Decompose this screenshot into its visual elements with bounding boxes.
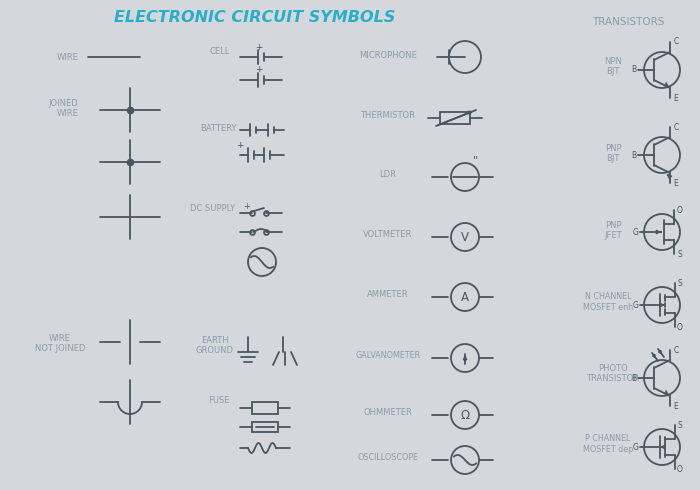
Text: BJT: BJT bbox=[606, 68, 620, 76]
Text: WIRE: WIRE bbox=[49, 334, 71, 343]
Text: +: + bbox=[256, 66, 262, 74]
Text: GROUND: GROUND bbox=[196, 345, 234, 354]
Text: OSCILLOSCOPE: OSCILLOSCOPE bbox=[358, 452, 419, 462]
Text: +: + bbox=[256, 44, 262, 52]
Text: PNP: PNP bbox=[605, 220, 622, 229]
Text: S: S bbox=[678, 278, 682, 288]
Text: G: G bbox=[633, 300, 639, 310]
Text: MICROPHONE: MICROPHONE bbox=[359, 50, 417, 59]
Text: VOLTMETER: VOLTMETER bbox=[363, 229, 413, 239]
Text: MOSFET dep: MOSFET dep bbox=[583, 444, 634, 454]
Text: EARTH: EARTH bbox=[201, 336, 229, 344]
Text: A: A bbox=[461, 291, 469, 303]
Text: ELECTRONIC CIRCUIT SYMBOLS: ELECTRONIC CIRCUIT SYMBOLS bbox=[114, 10, 395, 25]
Text: C: C bbox=[673, 345, 678, 354]
Text: TRANSISTORS: TRANSISTORS bbox=[592, 17, 664, 27]
Text: TRANSISTOR: TRANSISTOR bbox=[587, 373, 640, 383]
Text: C: C bbox=[673, 122, 678, 131]
Bar bbox=[252, 422, 278, 432]
Text: NOT JOINED: NOT JOINED bbox=[35, 343, 85, 352]
Text: BATTERY: BATTERY bbox=[199, 123, 237, 132]
Text: V: V bbox=[461, 230, 469, 244]
Text: E: E bbox=[673, 94, 678, 102]
Text: O: O bbox=[677, 205, 683, 215]
Text: C: C bbox=[673, 38, 678, 47]
Text: LDR: LDR bbox=[379, 170, 396, 178]
Text: O: O bbox=[677, 465, 683, 473]
Text: B: B bbox=[631, 66, 636, 74]
Text: WIRE: WIRE bbox=[57, 52, 79, 62]
Text: S: S bbox=[678, 249, 682, 259]
Text: MOSFET enh: MOSFET enh bbox=[583, 302, 633, 312]
Text: WIRE: WIRE bbox=[57, 108, 79, 118]
Text: PHOTO: PHOTO bbox=[598, 364, 628, 372]
Text: ": " bbox=[473, 155, 477, 165]
Text: E: E bbox=[673, 178, 678, 188]
Bar bbox=[440, 112, 470, 124]
Text: DC SUPPLY: DC SUPPLY bbox=[190, 203, 236, 213]
Text: THERMISTOR: THERMISTOR bbox=[360, 111, 416, 120]
Text: OHMMETER: OHMMETER bbox=[363, 408, 412, 416]
Text: O: O bbox=[677, 322, 683, 332]
Text: E: E bbox=[673, 401, 678, 411]
Text: B: B bbox=[631, 150, 636, 160]
Text: +: + bbox=[237, 141, 244, 149]
Text: JOINED: JOINED bbox=[48, 98, 78, 107]
Text: PNP: PNP bbox=[605, 144, 622, 152]
Text: Ω: Ω bbox=[461, 409, 470, 421]
Text: FUSE: FUSE bbox=[209, 395, 230, 405]
Text: N CHANNEL: N CHANNEL bbox=[584, 292, 631, 300]
Text: NPN: NPN bbox=[604, 57, 622, 67]
Text: +: + bbox=[244, 201, 251, 211]
Text: S: S bbox=[678, 420, 682, 430]
Text: CELL: CELL bbox=[210, 48, 230, 56]
Text: GALVANOMETER: GALVANOMETER bbox=[356, 350, 421, 360]
Text: G: G bbox=[633, 227, 639, 237]
Text: AMMETER: AMMETER bbox=[368, 290, 409, 298]
Text: P CHANNEL: P CHANNEL bbox=[585, 434, 631, 442]
Text: BJT: BJT bbox=[606, 153, 620, 163]
Text: B: B bbox=[631, 373, 636, 383]
Text: JFET: JFET bbox=[604, 230, 622, 240]
Bar bbox=[252, 402, 278, 414]
Text: G: G bbox=[633, 442, 639, 451]
